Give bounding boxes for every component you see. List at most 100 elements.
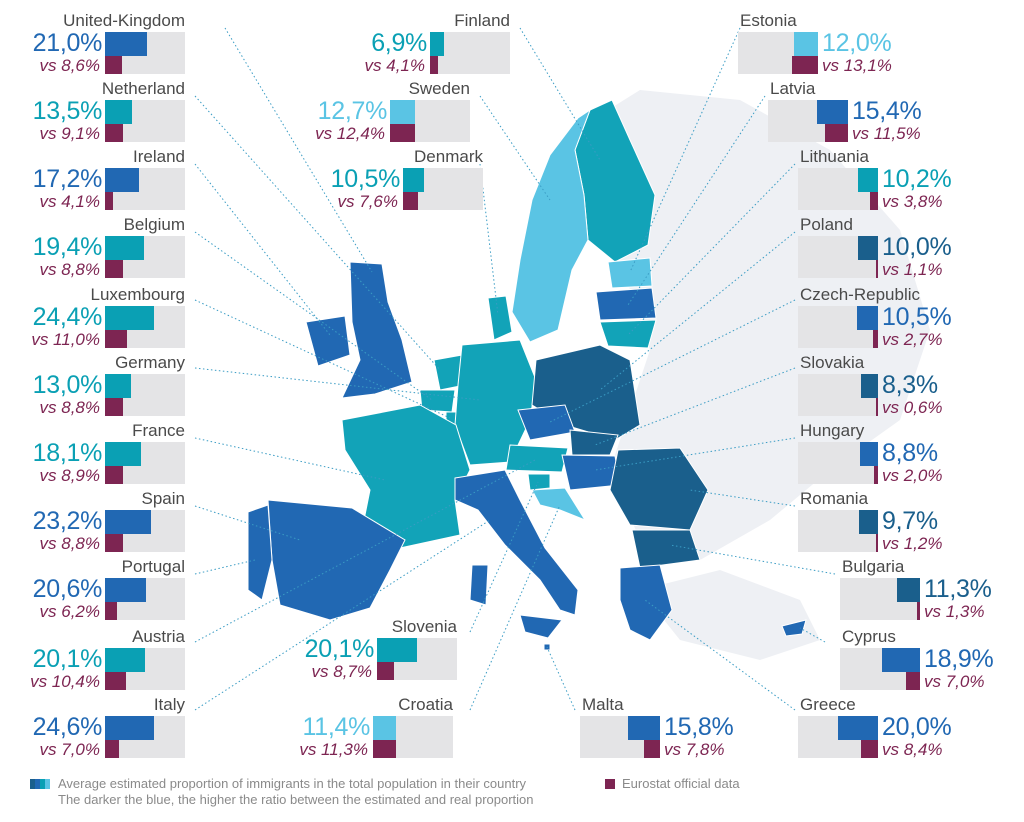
estimated-bar (390, 100, 416, 124)
official-value-label: vs 1,2% (882, 534, 943, 553)
official-bar (105, 124, 124, 142)
official-value-label: vs 0,6% (882, 398, 943, 417)
estimated-value-label: 15,4% (852, 97, 922, 125)
official-bar (105, 330, 127, 348)
country-name: Malta (582, 695, 624, 714)
estimated-value-label: 20,0% (882, 713, 952, 741)
official-value-label: vs 13,1% (822, 56, 892, 75)
estimated-value-label: 19,4% (32, 233, 103, 261)
estimated-bar (105, 442, 142, 466)
estimated-bar (897, 578, 920, 602)
country-name: Bulgaria (842, 557, 905, 576)
country-shape-lithuania (599, 319, 657, 349)
estimated-value-label: 8,3% (882, 371, 938, 399)
official-bar (861, 740, 878, 758)
official-value-label: vs 8,6% (39, 56, 100, 75)
estimated-value-label: 20,1% (304, 635, 375, 663)
country-card-ireland: Ireland 17,2% vs 4,1% (20, 146, 190, 216)
official-bar (874, 466, 878, 484)
country-card-italy: Italy 24,6% vs 7,0% (20, 694, 190, 764)
official-value-label: vs 7,0% (924, 672, 985, 691)
country-name: Austria (132, 627, 185, 646)
estimated-value-label: 10,2% (882, 165, 952, 193)
country-name: France (132, 421, 185, 440)
estimated-bar (105, 716, 155, 740)
country-card-spain: Spain 23,2% vs 8,8% (20, 488, 190, 558)
estimated-bar (105, 648, 146, 672)
official-value-label: vs 10,4% (30, 672, 100, 691)
official-bar (373, 740, 396, 758)
official-value-label: vs 8,4% (882, 740, 943, 759)
country-card-austria: Austria 20,1% vs 10,4% (20, 626, 190, 696)
official-bar (105, 56, 123, 74)
legend-blue-swatch-2 (35, 779, 40, 789)
legend-blue-swatch-4 (45, 779, 50, 789)
country-name: Slovenia (391, 617, 457, 636)
estimated-value-label: 9,7% (882, 507, 938, 535)
estimated-value-label: 11,4% (302, 713, 370, 741)
country-shape-czech (517, 404, 576, 441)
country-name: Czech-Republic (800, 285, 920, 304)
country-name: Ireland (133, 147, 185, 166)
country-shape-greece (619, 564, 673, 641)
country-name: Portugal (121, 557, 185, 576)
country-shape-slovenia (527, 473, 551, 491)
country-name: Denmark (414, 147, 483, 166)
estimated-bar (105, 236, 144, 260)
estimated-bar (373, 716, 396, 740)
official-value-label: vs 11,3% (299, 740, 368, 759)
official-bar (105, 398, 123, 416)
official-value-label: vs 9,1% (39, 124, 100, 143)
official-bar (906, 672, 920, 690)
country-shape-bulgaria (631, 529, 701, 569)
estimated-bar (403, 168, 424, 192)
legend-blue-swatch-3 (40, 779, 45, 789)
estimated-value-label: 12,7% (317, 97, 388, 125)
country-shape-italy (454, 469, 579, 616)
official-value-label: vs 6,2% (39, 602, 100, 621)
country-card-croatia: Croatia 11,4% vs 11,3% (288, 694, 458, 764)
estimated-value-label: 13,0% (32, 371, 103, 399)
estimated-bar (858, 236, 878, 260)
official-value-label: vs 1,1% (882, 260, 943, 279)
legend-text-1: Average estimated proportion of immigran… (58, 776, 527, 791)
official-bar (825, 124, 848, 142)
country-shape-slovakia (569, 429, 619, 456)
estimated-bar (857, 306, 878, 330)
official-bar (105, 672, 126, 690)
country-shape-sicily (519, 614, 563, 639)
country-card-latvia: Latvia 15,4% vs 11,5% (768, 78, 938, 148)
estimated-value-label: 23,2% (32, 507, 103, 535)
legend-official-label: Eurostat official data (622, 776, 740, 791)
official-value-label: vs 12,4% (315, 124, 385, 143)
estimated-value-label: 10,5% (882, 303, 952, 331)
estimated-value-label: 13,5% (32, 97, 103, 125)
legend-text-2: The darker the blue, the higher the rati… (58, 792, 534, 807)
official-bar (105, 534, 123, 552)
country-card-poland: Poland 10,0% vs 1,1% (798, 214, 968, 284)
country-card-luxembourg: Luxembourg 24,4% vs 11,0% (20, 284, 190, 354)
official-value-label: vs 8,8% (39, 260, 100, 279)
official-value-label: vs 8,8% (39, 398, 100, 417)
country-card-estonia: Estonia 12,0% vs 13,1% (738, 10, 908, 80)
country-shape-uk (341, 261, 413, 399)
legend-blue-swatch-1 (30, 779, 35, 789)
official-bar (377, 662, 395, 680)
country-name: Lithuania (800, 147, 870, 166)
country-card-belgium: Belgium 19,4% vs 8,8% (20, 214, 190, 284)
country-shape-france (341, 404, 471, 549)
official-value-label: vs 7,6% (337, 192, 398, 211)
country-card-germany: Germany 13,0% vs 8,8% (20, 352, 190, 422)
estimated-value-label: 18,9% (924, 645, 994, 673)
country-shape-estonia (607, 257, 653, 289)
official-value-label: vs 1,3% (924, 602, 985, 621)
official-bar (105, 602, 118, 620)
estimated-bar (105, 100, 132, 124)
estimated-value-label: 6,9% (371, 29, 427, 57)
country-name: Slovakia (800, 353, 865, 372)
country-name: Romania (800, 489, 869, 508)
estimated-value-label: 21,0% (32, 29, 103, 57)
country-shape-cyprus (781, 619, 807, 637)
country-card-cyprus: Cyprus 18,9% vs 7,0% (840, 626, 1010, 696)
country-name: Netherland (101, 79, 185, 98)
